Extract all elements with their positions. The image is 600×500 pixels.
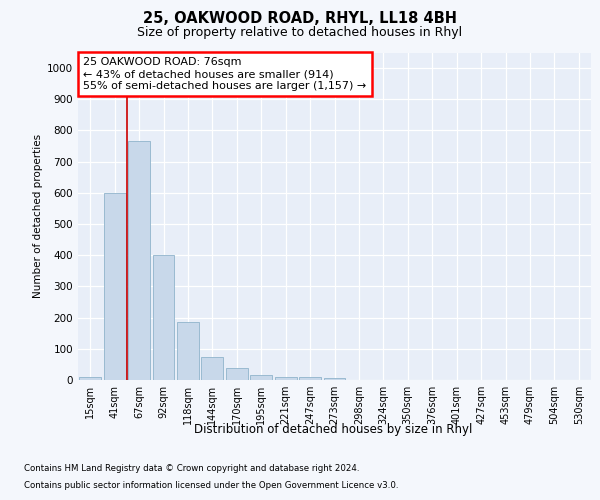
- Bar: [323, 378, 346, 380]
- Bar: [226, 368, 248, 380]
- Bar: [299, 377, 321, 380]
- Text: 25, OAKWOOD ROAD, RHYL, LL18 4BH: 25, OAKWOOD ROAD, RHYL, LL18 4BH: [143, 11, 457, 26]
- Bar: [250, 376, 272, 380]
- Bar: [202, 356, 223, 380]
- Text: Distribution of detached houses by size in Rhyl: Distribution of detached houses by size …: [194, 422, 472, 436]
- Bar: [177, 322, 199, 380]
- Bar: [275, 377, 296, 380]
- Bar: [128, 142, 150, 380]
- Text: Size of property relative to detached houses in Rhyl: Size of property relative to detached ho…: [137, 26, 463, 39]
- Bar: [152, 255, 175, 380]
- Bar: [79, 377, 101, 380]
- Bar: [104, 193, 125, 380]
- Text: Contains HM Land Registry data © Crown copyright and database right 2024.: Contains HM Land Registry data © Crown c…: [24, 464, 359, 473]
- Text: 25 OAKWOOD ROAD: 76sqm
← 43% of detached houses are smaller (914)
55% of semi-de: 25 OAKWOOD ROAD: 76sqm ← 43% of detached…: [83, 58, 367, 90]
- Text: Contains public sector information licensed under the Open Government Licence v3: Contains public sector information licen…: [24, 481, 398, 490]
- Y-axis label: Number of detached properties: Number of detached properties: [33, 134, 43, 298]
